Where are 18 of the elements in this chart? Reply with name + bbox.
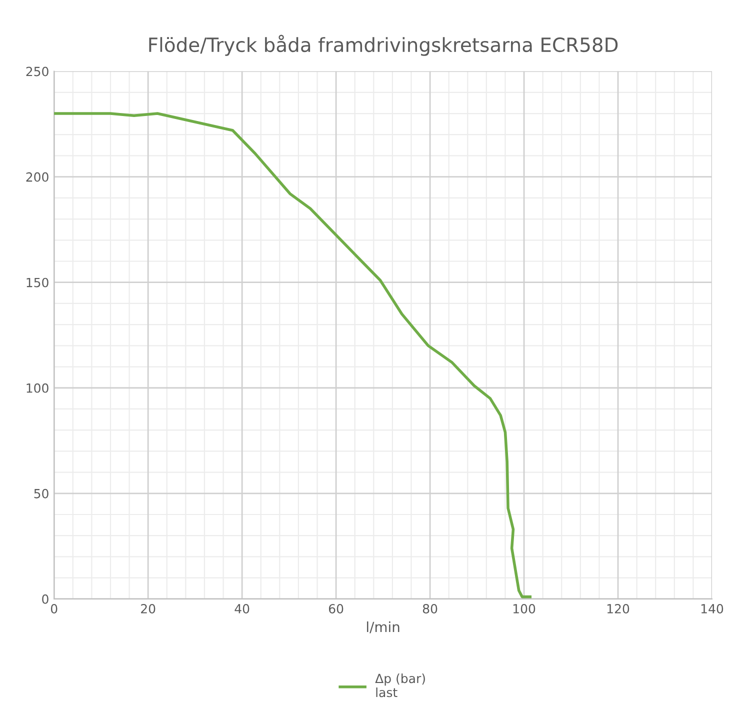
y-tick-label: 50 xyxy=(34,488,48,498)
y-tick-label: 200 xyxy=(26,172,48,182)
x-tick-label: 120 xyxy=(607,604,630,614)
y-tick-label: 0 xyxy=(42,594,48,604)
legend-label: Δp (bar) last xyxy=(375,673,425,698)
x-tick-label: 80 xyxy=(422,604,438,614)
line-series xyxy=(54,112,532,598)
x-tick-label: 60 xyxy=(328,604,344,614)
x-tick-label: 0 xyxy=(50,604,58,614)
y-tick-label: 100 xyxy=(26,383,48,393)
y-tick-label: 150 xyxy=(26,278,48,288)
y-tick-label: 250 xyxy=(26,66,48,76)
x-axis-title: l/min xyxy=(366,621,400,634)
x-tick-label: 40 xyxy=(234,604,250,614)
x-tick-label: 20 xyxy=(141,604,156,614)
x-tick-label: 140 xyxy=(701,604,724,614)
x-tick-label: 100 xyxy=(513,604,536,614)
chart-title: Flöde/Tryck båda framdrivingskretsarna ECR58D xyxy=(149,34,618,56)
